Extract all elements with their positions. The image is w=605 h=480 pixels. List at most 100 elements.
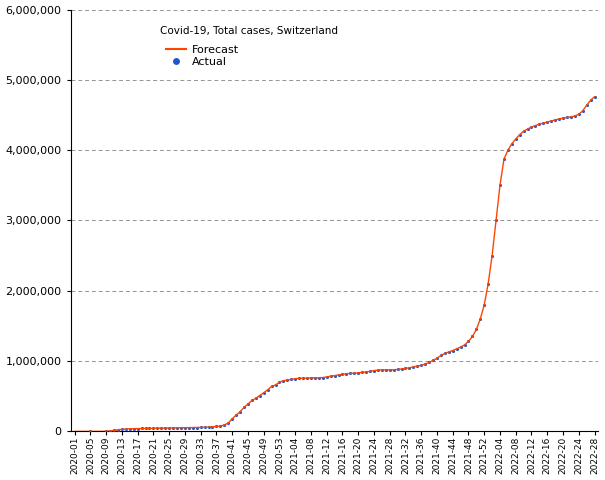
Point xyxy=(342,370,352,378)
Point xyxy=(358,369,367,376)
Point xyxy=(180,424,190,432)
Point xyxy=(586,96,595,104)
Point xyxy=(424,359,434,366)
Point xyxy=(483,280,493,288)
Point xyxy=(239,404,249,411)
Point xyxy=(196,424,206,432)
Point xyxy=(413,362,422,370)
Point xyxy=(554,115,564,123)
Point xyxy=(456,343,465,351)
Point xyxy=(416,361,426,369)
Point xyxy=(353,369,363,377)
Point xyxy=(290,375,300,383)
Point xyxy=(101,427,111,435)
Point xyxy=(283,376,292,384)
Point xyxy=(172,424,182,432)
Point xyxy=(145,424,154,432)
Point xyxy=(168,424,178,432)
Point xyxy=(487,252,497,260)
Point xyxy=(551,116,560,124)
Point xyxy=(223,419,233,427)
Point xyxy=(428,357,438,364)
Point xyxy=(345,370,355,377)
Point xyxy=(137,425,146,432)
Point xyxy=(318,374,327,382)
Point xyxy=(590,93,600,101)
Point xyxy=(511,135,520,143)
Point xyxy=(117,425,126,433)
Point xyxy=(507,140,517,148)
Point xyxy=(444,348,454,356)
Point xyxy=(109,427,119,434)
Point xyxy=(361,368,371,376)
Point xyxy=(570,112,580,120)
Point xyxy=(460,341,469,349)
Point xyxy=(365,368,375,375)
Point xyxy=(535,120,545,128)
Point xyxy=(129,425,139,432)
Point xyxy=(160,424,170,432)
Point xyxy=(562,114,572,121)
Point xyxy=(566,113,576,120)
Text: Covid-19, Total cases, Switzerland: Covid-19, Total cases, Switzerland xyxy=(160,26,338,36)
Point xyxy=(369,367,379,374)
Point xyxy=(531,122,540,130)
Point xyxy=(263,386,272,394)
Point xyxy=(526,123,536,131)
Point xyxy=(310,374,319,382)
Point xyxy=(499,156,509,163)
Point xyxy=(141,424,151,432)
Point xyxy=(578,107,587,115)
Point xyxy=(204,423,214,431)
Point xyxy=(350,369,359,377)
Point xyxy=(220,421,229,429)
Point xyxy=(436,352,446,360)
Point xyxy=(227,415,237,422)
Point xyxy=(385,366,394,373)
Point xyxy=(338,371,347,378)
Point xyxy=(574,110,584,118)
Legend: Forecast, Actual: Forecast, Actual xyxy=(166,45,238,67)
Point xyxy=(259,389,269,396)
Point xyxy=(149,424,159,432)
Point xyxy=(479,301,489,309)
Point xyxy=(302,374,312,382)
Point xyxy=(503,146,512,154)
Point xyxy=(286,375,296,383)
Point xyxy=(546,117,556,125)
Point xyxy=(133,425,143,432)
Point xyxy=(113,426,123,433)
Point xyxy=(401,365,410,372)
Point xyxy=(463,337,473,345)
Point xyxy=(247,396,257,404)
Point xyxy=(408,363,418,371)
Point xyxy=(523,125,532,133)
Point xyxy=(393,366,402,373)
Point xyxy=(235,408,245,416)
Point xyxy=(543,118,552,126)
Point xyxy=(515,131,525,139)
Point xyxy=(255,392,264,399)
Point xyxy=(491,216,501,224)
Point xyxy=(192,424,201,432)
Point xyxy=(322,373,332,381)
Point xyxy=(157,424,166,432)
Point xyxy=(558,114,568,122)
Point xyxy=(275,378,284,386)
Point xyxy=(330,372,339,380)
Point xyxy=(200,423,209,431)
Point xyxy=(152,424,162,432)
Point xyxy=(405,364,414,372)
Point xyxy=(326,372,336,380)
Point xyxy=(452,345,462,353)
Point xyxy=(582,101,592,109)
Point xyxy=(476,315,485,323)
Point xyxy=(420,360,430,368)
Point xyxy=(334,371,344,379)
Point xyxy=(518,127,528,135)
Point xyxy=(389,366,399,373)
Point xyxy=(184,424,194,432)
Point xyxy=(85,428,95,435)
Point xyxy=(267,383,276,390)
Point xyxy=(215,422,225,430)
